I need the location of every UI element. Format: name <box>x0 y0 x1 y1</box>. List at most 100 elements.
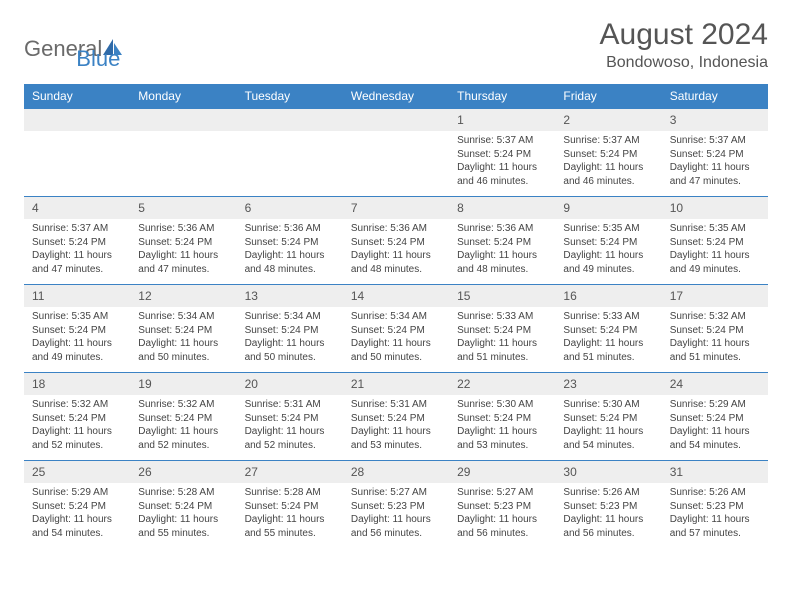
calendar-table: SundayMondayTuesdayWednesdayThursdayFrid… <box>24 84 768 548</box>
day-number: 11 <box>24 284 130 307</box>
day-details: Sunrise: 5:32 AMSunset: 5:24 PMDaylight:… <box>24 395 130 458</box>
day-number: 8 <box>449 196 555 219</box>
day-details: Sunrise: 5:33 AMSunset: 5:24 PMDaylight:… <box>555 307 661 370</box>
day-number: 12 <box>130 284 236 307</box>
calendar-day-cell: 29Sunrise: 5:27 AMSunset: 5:23 PMDayligh… <box>449 460 555 548</box>
day-details: Sunrise: 5:34 AMSunset: 5:24 PMDaylight:… <box>343 307 449 370</box>
weekday-header: Wednesday <box>343 84 449 108</box>
day-details <box>237 131 343 140</box>
calendar-day-cell: 24Sunrise: 5:29 AMSunset: 5:24 PMDayligh… <box>662 372 768 460</box>
day-details: Sunrise: 5:28 AMSunset: 5:24 PMDaylight:… <box>237 483 343 546</box>
day-details: Sunrise: 5:36 AMSunset: 5:24 PMDaylight:… <box>237 219 343 282</box>
day-details: Sunrise: 5:26 AMSunset: 5:23 PMDaylight:… <box>662 483 768 546</box>
calendar-day-cell: 23Sunrise: 5:30 AMSunset: 5:24 PMDayligh… <box>555 372 661 460</box>
calendar-day-cell <box>343 108 449 196</box>
day-number: 23 <box>555 372 661 395</box>
day-details: Sunrise: 5:31 AMSunset: 5:24 PMDaylight:… <box>343 395 449 458</box>
day-details: Sunrise: 5:35 AMSunset: 5:24 PMDaylight:… <box>662 219 768 282</box>
day-details: Sunrise: 5:29 AMSunset: 5:24 PMDaylight:… <box>24 483 130 546</box>
day-number: 30 <box>555 460 661 483</box>
title-block: August 2024 Bondowoso, Indonesia <box>600 18 768 72</box>
calendar-day-cell: 5Sunrise: 5:36 AMSunset: 5:24 PMDaylight… <box>130 196 236 284</box>
day-details: Sunrise: 5:33 AMSunset: 5:24 PMDaylight:… <box>449 307 555 370</box>
calendar-day-cell: 7Sunrise: 5:36 AMSunset: 5:24 PMDaylight… <box>343 196 449 284</box>
calendar-day-cell: 28Sunrise: 5:27 AMSunset: 5:23 PMDayligh… <box>343 460 449 548</box>
day-number <box>343 108 449 131</box>
day-number <box>237 108 343 131</box>
weekday-header: Tuesday <box>237 84 343 108</box>
calendar-week-row: 1Sunrise: 5:37 AMSunset: 5:24 PMDaylight… <box>24 108 768 196</box>
calendar-day-cell: 21Sunrise: 5:31 AMSunset: 5:24 PMDayligh… <box>343 372 449 460</box>
calendar-week-row: 11Sunrise: 5:35 AMSunset: 5:24 PMDayligh… <box>24 284 768 372</box>
calendar-day-cell: 8Sunrise: 5:36 AMSunset: 5:24 PMDaylight… <box>449 196 555 284</box>
day-number: 31 <box>662 460 768 483</box>
day-number: 6 <box>237 196 343 219</box>
day-details: Sunrise: 5:27 AMSunset: 5:23 PMDaylight:… <box>449 483 555 546</box>
day-number: 13 <box>237 284 343 307</box>
calendar-week-row: 4Sunrise: 5:37 AMSunset: 5:24 PMDaylight… <box>24 196 768 284</box>
header: General Blue August 2024 Bondowoso, Indo… <box>24 18 768 72</box>
day-details: Sunrise: 5:27 AMSunset: 5:23 PMDaylight:… <box>343 483 449 546</box>
day-details: Sunrise: 5:37 AMSunset: 5:24 PMDaylight:… <box>449 131 555 194</box>
day-number: 17 <box>662 284 768 307</box>
day-number: 28 <box>343 460 449 483</box>
day-number: 1 <box>449 108 555 131</box>
day-details: Sunrise: 5:36 AMSunset: 5:24 PMDaylight:… <box>130 219 236 282</box>
day-number: 26 <box>130 460 236 483</box>
day-details: Sunrise: 5:30 AMSunset: 5:24 PMDaylight:… <box>555 395 661 458</box>
day-number: 9 <box>555 196 661 219</box>
day-details: Sunrise: 5:35 AMSunset: 5:24 PMDaylight:… <box>24 307 130 370</box>
day-details: Sunrise: 5:34 AMSunset: 5:24 PMDaylight:… <box>130 307 236 370</box>
day-details: Sunrise: 5:37 AMSunset: 5:24 PMDaylight:… <box>24 219 130 282</box>
day-number: 29 <box>449 460 555 483</box>
day-number: 22 <box>449 372 555 395</box>
calendar-day-cell: 9Sunrise: 5:35 AMSunset: 5:24 PMDaylight… <box>555 196 661 284</box>
day-number: 15 <box>449 284 555 307</box>
day-details: Sunrise: 5:29 AMSunset: 5:24 PMDaylight:… <box>662 395 768 458</box>
calendar-day-cell: 16Sunrise: 5:33 AMSunset: 5:24 PMDayligh… <box>555 284 661 372</box>
calendar-day-cell: 19Sunrise: 5:32 AMSunset: 5:24 PMDayligh… <box>130 372 236 460</box>
day-number: 3 <box>662 108 768 131</box>
day-details: Sunrise: 5:37 AMSunset: 5:24 PMDaylight:… <box>555 131 661 194</box>
day-details: Sunrise: 5:32 AMSunset: 5:24 PMDaylight:… <box>130 395 236 458</box>
calendar-day-cell <box>24 108 130 196</box>
calendar-day-cell: 12Sunrise: 5:34 AMSunset: 5:24 PMDayligh… <box>130 284 236 372</box>
weekday-header: Monday <box>130 84 236 108</box>
day-number: 25 <box>24 460 130 483</box>
day-number: 18 <box>24 372 130 395</box>
calendar-week-row: 25Sunrise: 5:29 AMSunset: 5:24 PMDayligh… <box>24 460 768 548</box>
day-details: Sunrise: 5:37 AMSunset: 5:24 PMDaylight:… <box>662 131 768 194</box>
calendar-day-cell <box>237 108 343 196</box>
day-details: Sunrise: 5:36 AMSunset: 5:24 PMDaylight:… <box>343 219 449 282</box>
day-number <box>24 108 130 131</box>
calendar-day-cell: 1Sunrise: 5:37 AMSunset: 5:24 PMDaylight… <box>449 108 555 196</box>
day-number: 16 <box>555 284 661 307</box>
day-number <box>130 108 236 131</box>
logo-text-blue: Blue <box>76 46 120 72</box>
day-details: Sunrise: 5:36 AMSunset: 5:24 PMDaylight:… <box>449 219 555 282</box>
day-number: 4 <box>24 196 130 219</box>
calendar-day-cell: 27Sunrise: 5:28 AMSunset: 5:24 PMDayligh… <box>237 460 343 548</box>
calendar-day-cell: 30Sunrise: 5:26 AMSunset: 5:23 PMDayligh… <box>555 460 661 548</box>
calendar-day-cell: 20Sunrise: 5:31 AMSunset: 5:24 PMDayligh… <box>237 372 343 460</box>
calendar-day-cell: 13Sunrise: 5:34 AMSunset: 5:24 PMDayligh… <box>237 284 343 372</box>
calendar-day-cell: 3Sunrise: 5:37 AMSunset: 5:24 PMDaylight… <box>662 108 768 196</box>
day-details <box>343 131 449 140</box>
day-number: 21 <box>343 372 449 395</box>
day-details: Sunrise: 5:35 AMSunset: 5:24 PMDaylight:… <box>555 219 661 282</box>
calendar-day-cell <box>130 108 236 196</box>
calendar-day-cell: 11Sunrise: 5:35 AMSunset: 5:24 PMDayligh… <box>24 284 130 372</box>
calendar-day-cell: 4Sunrise: 5:37 AMSunset: 5:24 PMDaylight… <box>24 196 130 284</box>
day-number: 24 <box>662 372 768 395</box>
day-number: 20 <box>237 372 343 395</box>
day-number: 7 <box>343 196 449 219</box>
weekday-header: Friday <box>555 84 661 108</box>
weekday-header-row: SundayMondayTuesdayWednesdayThursdayFrid… <box>24 84 768 108</box>
day-number: 2 <box>555 108 661 131</box>
day-details <box>130 131 236 140</box>
calendar-day-cell: 17Sunrise: 5:32 AMSunset: 5:24 PMDayligh… <box>662 284 768 372</box>
weekday-header: Sunday <box>24 84 130 108</box>
day-number: 5 <box>130 196 236 219</box>
day-details: Sunrise: 5:30 AMSunset: 5:24 PMDaylight:… <box>449 395 555 458</box>
day-details: Sunrise: 5:31 AMSunset: 5:24 PMDaylight:… <box>237 395 343 458</box>
